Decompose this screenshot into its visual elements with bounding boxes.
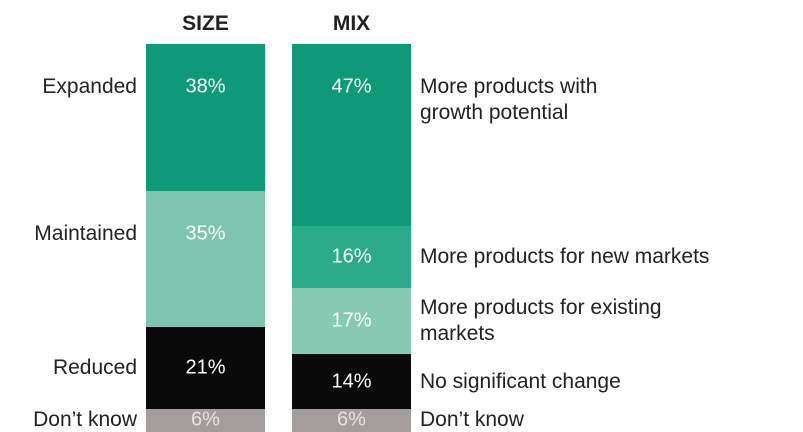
category-label: More products with growth potential [420, 75, 598, 124]
category-label: More products for existing markets [420, 296, 662, 346]
bar-segment [292, 288, 411, 355]
category-label: More products for new markets [420, 245, 710, 269]
value-label: 47% [331, 75, 372, 98]
bar-segment [146, 44, 265, 192]
bar-segment [292, 44, 411, 227]
bar-segment [292, 354, 411, 409]
bar-segment [292, 408, 411, 432]
category-label: Expanded [42, 75, 137, 98]
category-label: Maintained [34, 222, 137, 246]
value-label: 38% [185, 75, 226, 98]
category-label: Don’t know [33, 408, 137, 432]
category-label: Reduced [52, 355, 137, 379]
category-label: No significant change [420, 369, 621, 393]
value-label: 16% [331, 245, 372, 268]
value-label: 21% [185, 356, 226, 379]
bar-segment [292, 226, 411, 289]
bar-title: SIZE [182, 12, 229, 35]
bar-title: MIX [332, 12, 371, 35]
value-label: 14% [331, 370, 372, 393]
value-label: 35% [185, 222, 226, 245]
category-label: Don’t know [420, 408, 524, 432]
bar-segment [146, 327, 265, 409]
value-label: 6% [191, 408, 220, 431]
value-label: 17% [331, 309, 372, 332]
bar-segment [146, 408, 265, 432]
value-label: 6% [337, 408, 366, 431]
bar-segment [146, 191, 265, 328]
